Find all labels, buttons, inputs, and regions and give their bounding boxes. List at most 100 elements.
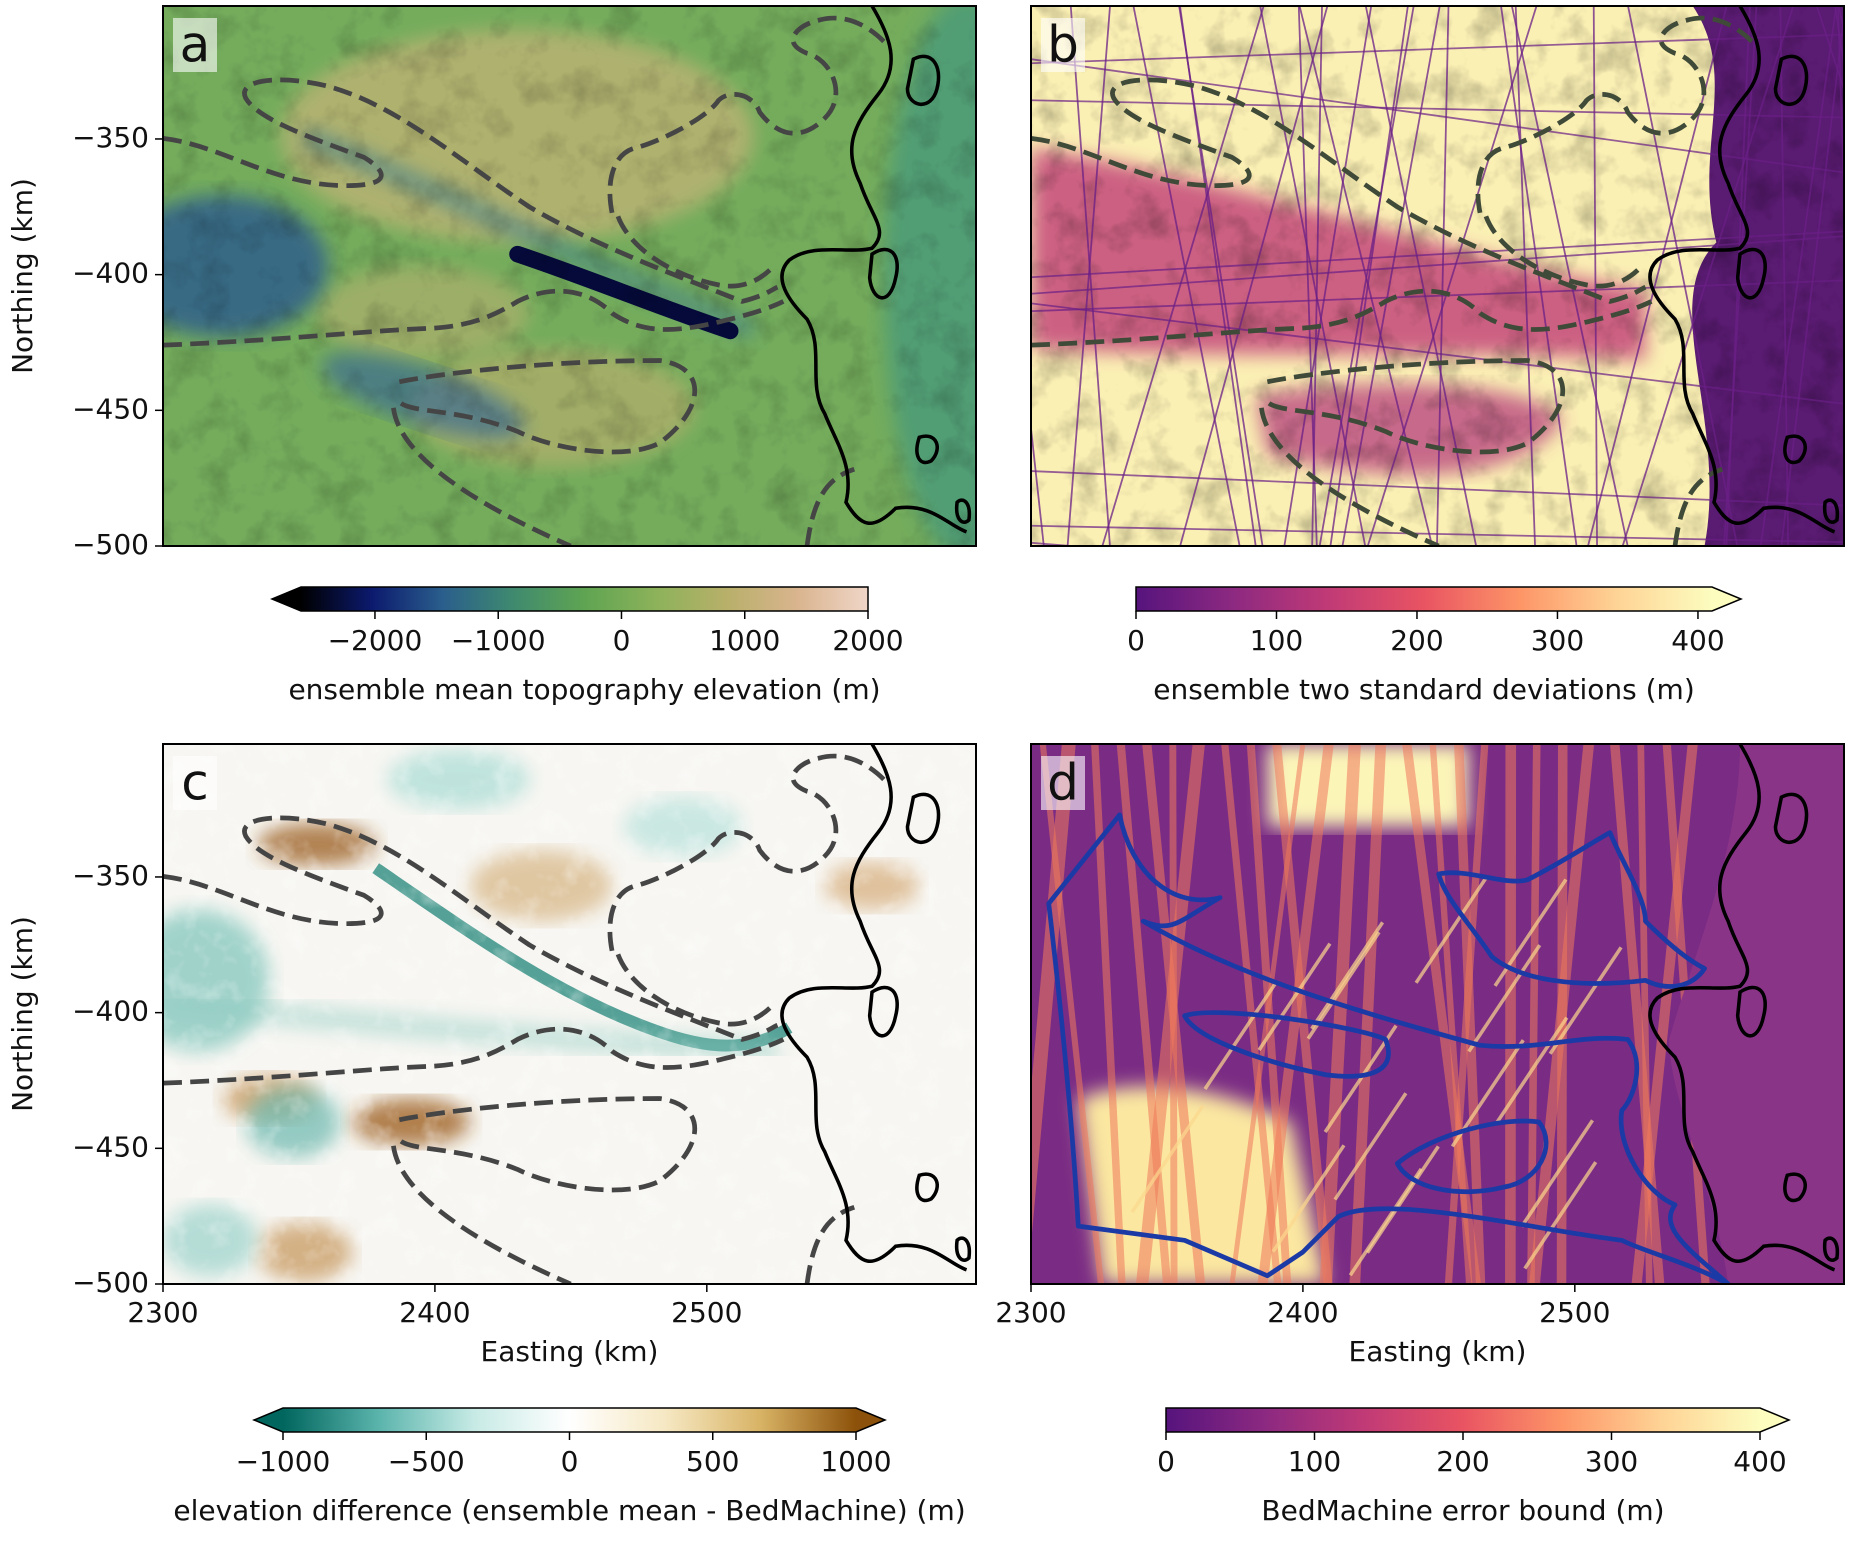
- glacier-outline: [391, 407, 572, 547]
- flight-line: [1366, 6, 1538, 547]
- coastline: [1648, 6, 1836, 534]
- panel-label-box: [1041, 756, 1085, 810]
- glacier-outline: [615, 953, 774, 1027]
- island: [954, 1236, 972, 1262]
- glacier-outline: [1031, 77, 1647, 304]
- panel-frame: [1030, 5, 1845, 547]
- colorbar-label: ensemble mean topography elevation (m): [288, 673, 880, 706]
- colorbar-label: elevation difference (ensemble mean - Be…: [173, 1494, 965, 1527]
- colorbar: [301, 587, 868, 611]
- colorbar-tick-label: 2000: [832, 624, 903, 657]
- y-tick-label: −350: [72, 121, 149, 154]
- island: [1735, 247, 1767, 300]
- island: [905, 54, 941, 107]
- flight-line: [1179, 6, 1329, 547]
- panel-label: c: [181, 754, 209, 812]
- flight-line: [1069, 6, 1111, 547]
- streak: [1130, 1104, 1205, 1213]
- island: [954, 498, 972, 524]
- colorbar-tick-label: 100: [1250, 624, 1303, 657]
- colorbar-frame: [270, 586, 869, 612]
- y-axis-label: Northing (km): [6, 916, 39, 1112]
- x-tick-label: 2500: [1539, 1296, 1610, 1329]
- flight-line: [1031, 279, 1844, 313]
- flight-line: [1031, 302, 1844, 405]
- island: [915, 434, 939, 465]
- flight-line: [1298, 6, 1434, 547]
- panel-label: b: [1047, 16, 1079, 74]
- glacier-outline: [397, 1096, 697, 1193]
- flight-line: [1031, 420, 1045, 547]
- flight-line: [1031, 524, 1844, 544]
- flight-line: [1587, 6, 1728, 547]
- colorbar-tick-label: −500: [388, 1445, 465, 1478]
- flight-line: [1031, 470, 1844, 507]
- colorbar-tick-label: 200: [1436, 1445, 1489, 1478]
- flight-line: [1500, 6, 1578, 547]
- colorbar-tick-label: −1000: [236, 1445, 331, 1478]
- glacier-outline: [607, 15, 886, 214]
- flight-line: [1837, 6, 1844, 218]
- colorbar-label: ensemble two standard deviations (m): [1153, 673, 1695, 706]
- flight-line: [1132, 6, 1241, 547]
- colorbar-tick-label: −1000: [451, 624, 546, 657]
- flight-line: [1311, 6, 1323, 547]
- x-tick-label: 2400: [1267, 1296, 1338, 1329]
- colorbar-extend: [1712, 587, 1741, 611]
- panel-frame: [162, 5, 977, 547]
- streak: [1310, 921, 1385, 1030]
- panel-frame: [162, 743, 977, 1285]
- flight-line: [1283, 6, 1373, 547]
- colorbar-tick-label: 100: [1288, 1445, 1341, 1478]
- flight-line: [1627, 6, 1739, 547]
- streak: [1333, 1092, 1408, 1201]
- colorbar-frame: [1135, 586, 1743, 612]
- glacier-outline: [1046, 812, 1731, 1285]
- flight-line: [1031, 99, 1844, 119]
- y-tick-label: −450: [72, 392, 149, 425]
- heatmap: [1031, 6, 1844, 547]
- flight-line: [1511, 6, 1629, 547]
- colorbar-tick-label: 300: [1585, 1445, 1638, 1478]
- island: [905, 792, 941, 845]
- glacier-outline: [163, 288, 785, 348]
- streak: [1039, 744, 1105, 1285]
- y-tick-label: −500: [72, 1266, 149, 1299]
- glacier-outline: [1182, 1010, 1391, 1079]
- colorbar-tick-label: 400: [1733, 1445, 1786, 1478]
- colorbar: [1166, 1408, 1760, 1432]
- flight-line: [1031, 230, 1844, 279]
- colorbar-tick-label: 0: [1157, 1445, 1175, 1478]
- glacier-outline: [615, 215, 774, 289]
- colorbar-tick-label: 400: [1671, 624, 1724, 657]
- x-tick-label: 2500: [671, 1296, 742, 1329]
- panel-label: a: [180, 16, 211, 74]
- streak: [1467, 944, 1542, 1053]
- flight-line: [1329, 6, 1409, 547]
- streak: [1631, 744, 1698, 1285]
- x-tick-label: 2300: [995, 1296, 1066, 1329]
- y-tick-label: −400: [72, 995, 149, 1028]
- colorbar: [1136, 587, 1712, 611]
- colorbar-frame: [1165, 1407, 1791, 1433]
- glacier-outline: [1475, 15, 1754, 214]
- glacier-outline: [1265, 358, 1565, 455]
- colorbar-label: BedMachine error bound (m): [1261, 1494, 1664, 1527]
- flight-line: [1780, 7, 1844, 547]
- streak: [1031, 744, 1076, 1245]
- flight-line: [1066, 6, 1111, 547]
- glacier-outline: [1031, 288, 1653, 348]
- panel-label-box: [173, 18, 217, 72]
- colorbar-extend: [254, 1408, 283, 1432]
- streak: [1414, 875, 1489, 984]
- island: [867, 985, 899, 1038]
- flight-line: [1364, 6, 1477, 547]
- y-tick-label: −400: [72, 257, 149, 290]
- colorbar-tick-label: 0: [561, 1445, 579, 1478]
- island: [915, 1172, 939, 1203]
- glacier-outline: [163, 1026, 785, 1086]
- streak: [1527, 744, 1541, 1285]
- island: [1783, 1172, 1807, 1203]
- streak: [1271, 1144, 1346, 1253]
